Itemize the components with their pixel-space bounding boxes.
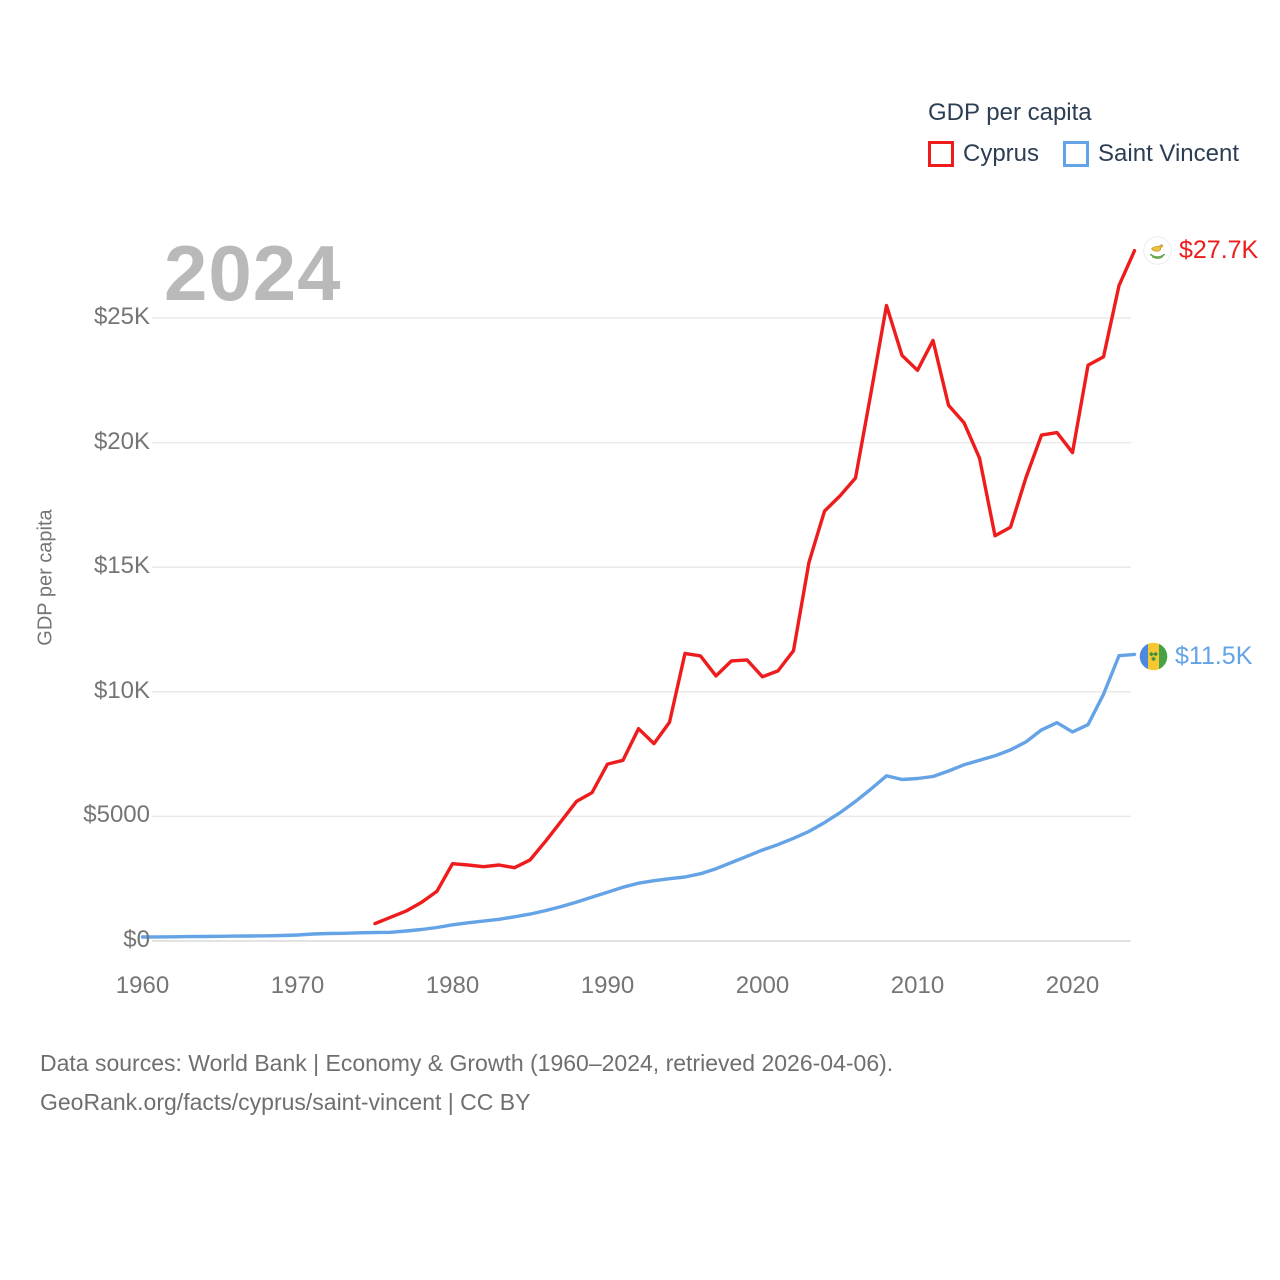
data-source-footer: Data sources: World Bank | Economy & Gro…	[40, 1044, 893, 1122]
y-tick-label: $25K	[93, 303, 150, 330]
cyprus-swatch-icon	[928, 141, 954, 167]
x-tick-label: 1970	[270, 972, 325, 999]
legend-label-saint-vincent: Saint Vincent	[1098, 140, 1240, 167]
legend-label-cyprus: Cyprus	[963, 140, 1040, 167]
chart-legend: GDP per capita Cyprus Saint Vincent	[928, 99, 1239, 168]
legend-rows: Cyprus Saint Vincent	[928, 140, 1239, 168]
x-tick-label: 2010	[890, 972, 945, 999]
y-tick-label: $15K	[93, 552, 150, 580]
cyprus-flag-icon	[1143, 236, 1172, 265]
cyprus-end-label: $27.7K	[1143, 236, 1258, 265]
saint-vincent-swatch-icon	[1063, 141, 1090, 167]
y-tick-label: $5000	[83, 801, 150, 829]
x-tick-label: 1980	[425, 972, 480, 999]
x-tick-label: 2020	[1045, 972, 1100, 999]
saint-vincent-flag-icon	[1139, 642, 1168, 671]
y-tick-label: $0	[123, 926, 150, 953]
x-tick-label: 1990	[580, 972, 635, 999]
cyprus-end-value: $27.7K	[1179, 236, 1259, 264]
y-tick-label: $10K	[93, 676, 150, 704]
footer-sources-line: Data sources: World Bank | Economy & Gro…	[40, 1050, 894, 1076]
saint-vincent-end-label: $11.5K	[1139, 642, 1252, 671]
saint-vincent-end-value: $11.5K	[1175, 642, 1253, 670]
x-tick-label: 1960	[115, 972, 170, 999]
y-tick-label: $20K	[93, 427, 150, 455]
saint-vincent-line	[140, 652, 1137, 939]
year-watermark: 2024	[164, 229, 342, 317]
legend-title: GDP per capita	[928, 99, 1092, 126]
footer-attribution-line: GeoRank.org/facts/cyprus/saint-vincent |…	[40, 1089, 531, 1115]
legend-item-cyprus: Cyprus	[928, 140, 1039, 168]
cyprus-line	[373, 248, 1137, 926]
legend-item-saint-vincent: Saint Vincent	[1063, 140, 1239, 168]
x-tick-label: 2000	[735, 972, 790, 999]
